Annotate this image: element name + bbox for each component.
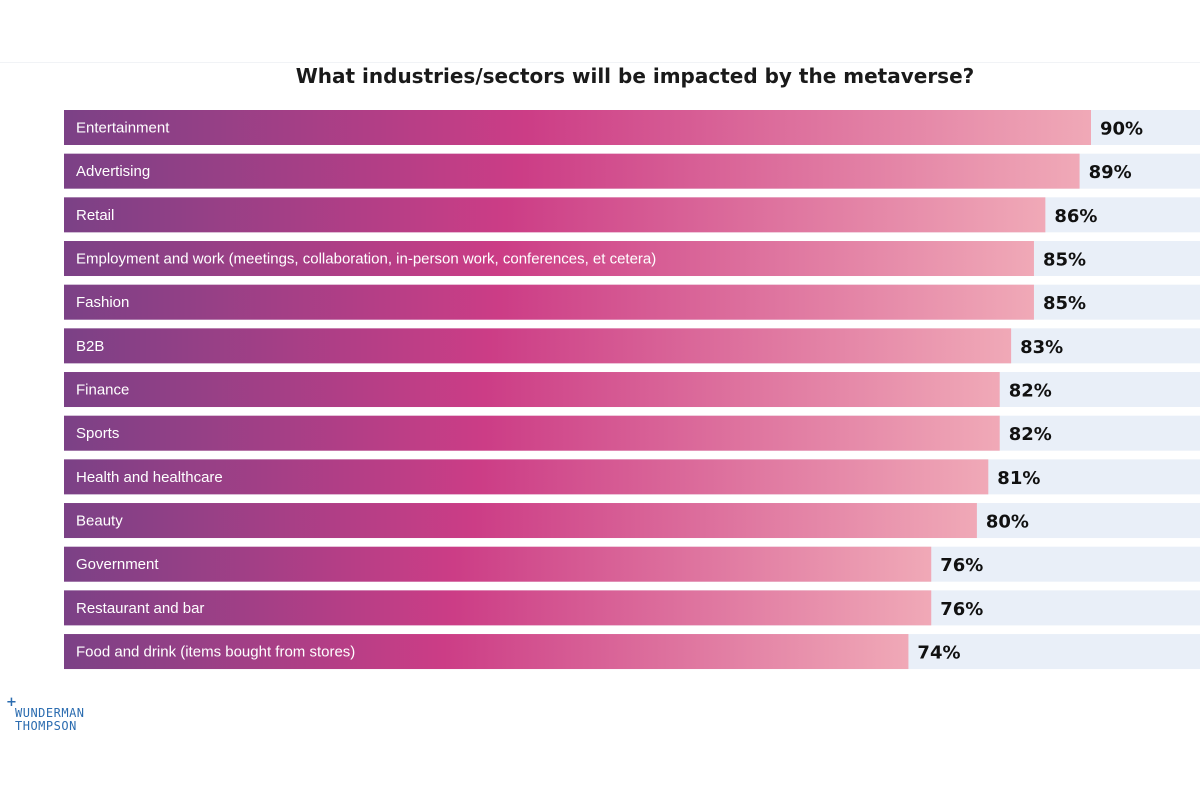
bar <box>64 197 1046 233</box>
value-label: 74% <box>917 643 960 664</box>
value-label: 76% <box>940 555 983 576</box>
category-label: Beauty <box>76 513 123 530</box>
value-label: 80% <box>986 512 1029 533</box>
bar <box>64 590 932 626</box>
bar <box>64 241 1034 277</box>
bar <box>64 284 1034 320</box>
value-label: 83% <box>1020 337 1063 358</box>
bar <box>64 503 977 539</box>
category-label: B2B <box>76 338 104 355</box>
value-label: 86% <box>1054 206 1097 227</box>
logo-line-2: THOMPSON <box>15 719 77 733</box>
value-label: 82% <box>1009 381 1052 402</box>
bar <box>64 459 989 495</box>
value-label: 82% <box>1009 424 1052 445</box>
value-label: 85% <box>1043 293 1086 314</box>
category-label: Restaurant and bar <box>76 600 204 617</box>
wunderman-thompson-logo: + WUNDERMAN THOMPSON <box>6 695 126 738</box>
value-label: 76% <box>940 599 983 620</box>
category-labels: Entertainment Advertising Retail Employment… <box>76 120 656 661</box>
logo-plus-icon: + <box>6 695 17 710</box>
category-label: Entertainment <box>76 120 170 137</box>
bar <box>64 634 909 670</box>
category-label: Advertising <box>76 163 150 180</box>
category-label: Retail <box>76 207 114 224</box>
bar <box>64 110 1091 145</box>
value-label: 89% <box>1089 162 1132 183</box>
bar <box>64 415 1000 451</box>
top-divider <box>0 62 1200 63</box>
bar <box>64 328 1012 364</box>
chart-title: What industries/sectors will be impacted… <box>295 64 975 88</box>
logo-line-1: WUNDERMAN <box>15 706 85 720</box>
bar <box>64 372 1000 408</box>
value-label: 81% <box>997 468 1040 489</box>
category-label: Employment and work (meetings, collabora… <box>76 251 656 268</box>
category-label: Sports <box>76 425 119 442</box>
category-label: Finance <box>76 382 129 399</box>
bar <box>64 153 1080 189</box>
value-label: 85% <box>1043 250 1086 271</box>
bars <box>64 110 1091 670</box>
value-labels: 90% 89% 86% 85% 85% 83% 82% 82% 81% 80% 76% 76% 74% <box>917 119 1143 664</box>
category-label: Food and drink (items bought from stores… <box>76 644 355 661</box>
category-label: Health and healthcare <box>76 469 223 486</box>
value-label: 90% <box>1100 119 1143 140</box>
category-label: Fashion <box>76 294 129 311</box>
category-label: Government <box>76 556 159 573</box>
bar <box>64 546 932 582</box>
